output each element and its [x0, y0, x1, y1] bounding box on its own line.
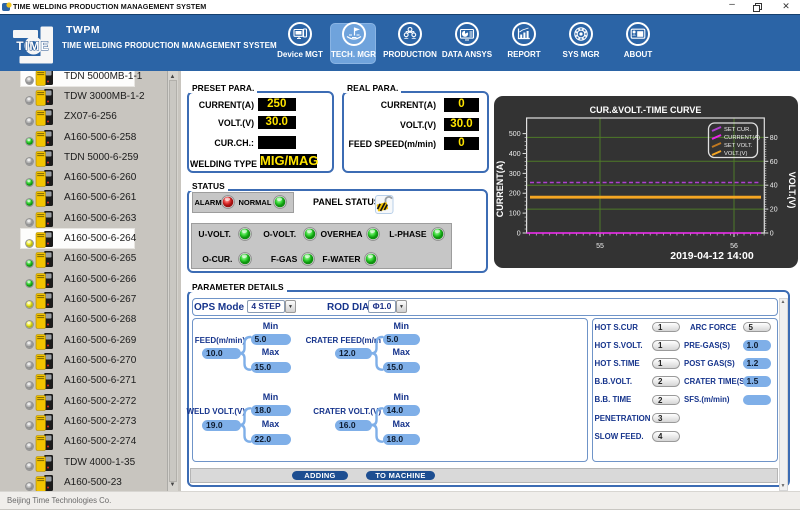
svg-text:SET CUR.: SET CUR.: [724, 127, 751, 133]
svg-text:VOLT.(V): VOLT.(V): [724, 151, 747, 157]
svg-text:300: 300: [509, 171, 521, 178]
svg-text:VOLT.(V): VOLT.(V): [787, 172, 797, 209]
svg-text:CURRENT(A): CURRENT(A): [724, 135, 760, 141]
svg-text:500: 500: [509, 131, 521, 138]
svg-text:2019-04-12 14:00: 2019-04-12 14:00: [670, 250, 754, 262]
svg-text:200: 200: [509, 191, 521, 198]
svg-text:TIME: TIME: [16, 39, 49, 53]
svg-text:0: 0: [770, 231, 774, 238]
svg-text:400: 400: [509, 151, 521, 158]
svg-text:40: 40: [770, 183, 778, 190]
svg-text:55: 55: [596, 243, 604, 250]
svg-text:0: 0: [517, 231, 521, 238]
svg-text:CUR.&VOLT.-TIME CURVE: CUR.&VOLT.-TIME CURVE: [590, 105, 702, 115]
svg-text:80: 80: [770, 135, 778, 142]
svg-text:20: 20: [770, 207, 778, 214]
svg-text:CURRENT(A): CURRENT(A): [495, 161, 505, 218]
svg-text:100: 100: [509, 211, 521, 218]
svg-text:SET VOLT.: SET VOLT.: [724, 143, 753, 149]
svg-text:60: 60: [770, 159, 778, 166]
svg-text:56: 56: [730, 243, 738, 250]
